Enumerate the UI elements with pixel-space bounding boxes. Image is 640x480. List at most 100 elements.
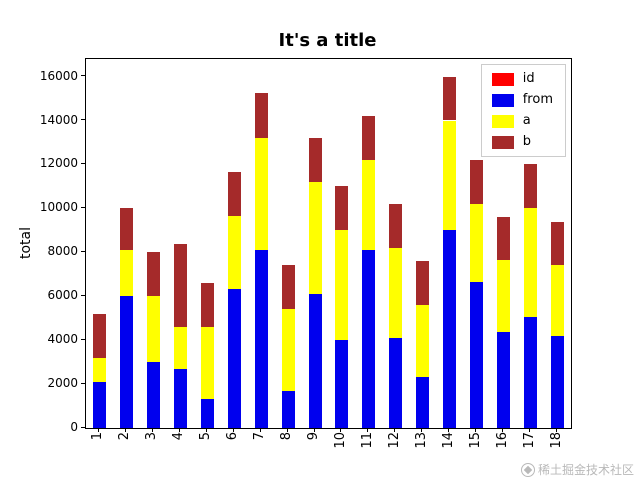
bar-segment-from <box>227 288 241 428</box>
y-tick-mark <box>81 426 85 428</box>
bar-segment-a <box>524 208 538 318</box>
x-tick-mark <box>448 428 450 432</box>
legend-item-b: b <box>491 134 553 149</box>
bar-segment-b <box>92 313 106 358</box>
bar-segment-b <box>443 76 457 121</box>
legend-label: from <box>522 92 553 107</box>
bar-segment-from <box>119 296 133 428</box>
legend-item-id: id <box>491 72 553 86</box>
x-tick-label: 12 <box>386 432 402 449</box>
y-tick-mark <box>81 338 85 340</box>
bar-segment-from <box>551 335 565 428</box>
y-tick-label: 8000 <box>47 244 78 259</box>
bar-segment-b <box>173 243 187 327</box>
y-tick-label: 0 <box>70 420 78 434</box>
bar-segment-a <box>362 160 376 251</box>
y-tick-label: 16000 <box>39 68 78 83</box>
y-tick-mark <box>81 250 85 252</box>
x-tick-mark <box>394 428 396 432</box>
bar-segment-b <box>308 138 322 182</box>
bar-segment-from <box>281 390 295 428</box>
x-tick-mark <box>124 428 126 432</box>
legend-item-from: from <box>491 92 553 107</box>
legend: id from a b <box>480 64 566 157</box>
bar-segment-a <box>416 305 430 378</box>
x-tick-mark <box>367 428 369 432</box>
bar-segment-a <box>281 309 295 391</box>
bar-segment-a <box>497 259 511 333</box>
y-tick-mark <box>81 294 85 296</box>
chart-title: It's a title <box>278 30 377 51</box>
x-tick-label: 6 <box>225 432 241 441</box>
y-tick-label: 2000 <box>47 376 78 391</box>
bar-segment-from <box>146 362 160 428</box>
bar-segment-from <box>470 281 484 428</box>
x-tick-label: 4 <box>171 432 187 441</box>
x-tick-mark <box>151 428 153 432</box>
bar-segment-b <box>416 261 430 305</box>
bar-segment-from <box>443 230 457 428</box>
legend-swatch-icon <box>491 93 514 107</box>
y-tick-mark <box>81 162 85 164</box>
bar-segment-a <box>551 265 565 336</box>
y-tick-label: 12000 <box>39 156 78 171</box>
x-tick-mark <box>340 428 342 432</box>
legend-label: a <box>522 113 531 128</box>
legend-swatch-icon <box>491 135 514 149</box>
y-tick-mark <box>81 206 85 208</box>
x-tick-label: 11 <box>359 432 375 449</box>
bar-segment-from <box>524 317 538 428</box>
legend-item-a: a <box>491 113 553 128</box>
y-tick-label: 14000 <box>39 112 78 127</box>
bar-segment-b <box>281 265 295 310</box>
bar-segment-from <box>308 294 322 428</box>
x-tick-label: 16 <box>494 432 510 449</box>
bar-segment-a <box>227 216 241 289</box>
bar-segment-from <box>389 337 403 428</box>
bar-segment-a <box>335 230 349 341</box>
bar-segment-b <box>389 203 403 248</box>
x-tick-mark <box>205 428 207 432</box>
bar-segment-a <box>443 120 457 231</box>
x-tick-label: 10 <box>332 432 348 449</box>
bar-segment-from <box>173 368 187 428</box>
bar-segment-b <box>362 116 376 161</box>
watermark-text: 稀土掘金技术社区 <box>537 463 634 477</box>
bar-segment-b <box>524 164 538 209</box>
x-tick-label: 8 <box>279 432 295 441</box>
legend-swatch-icon <box>491 72 514 86</box>
y-tick-label: 10000 <box>39 200 78 215</box>
bar-segment-a <box>119 250 133 297</box>
x-tick-mark <box>475 428 477 432</box>
bar-segment-b <box>551 221 565 266</box>
bar-segment-a <box>470 203 484 282</box>
bar-segment-a <box>92 357 106 382</box>
bar-segment-a <box>308 182 322 295</box>
bar-segment-a <box>254 138 268 251</box>
y-tick-label: 4000 <box>47 332 78 347</box>
x-tick-mark <box>313 428 315 432</box>
watermark-logo-icon <box>520 462 535 477</box>
watermark: 稀土掘金技术社区 <box>520 461 634 478</box>
x-tick-mark <box>421 428 423 432</box>
x-tick-label: 2 <box>117 432 133 441</box>
y-tick-mark <box>81 382 85 384</box>
legend-label: b <box>522 134 531 149</box>
x-tick-mark <box>232 428 234 432</box>
x-tick-label: 5 <box>198 432 214 441</box>
y-tick-label: 6000 <box>47 288 78 303</box>
x-tick-label: 9 <box>306 432 322 441</box>
bar-segment-from <box>497 332 511 428</box>
bar-segment-from <box>335 340 349 428</box>
x-tick-label: 3 <box>144 432 160 441</box>
bar-segment-b <box>146 252 160 297</box>
y-tick-mark <box>81 119 85 120</box>
x-tick-mark <box>529 428 531 432</box>
x-tick-mark <box>502 428 504 432</box>
x-tick-label: 15 <box>467 432 483 449</box>
x-tick-label: 13 <box>413 432 429 449</box>
x-tick-mark <box>178 428 180 432</box>
bar-segment-b <box>254 93 268 139</box>
bar-segment-b <box>227 172 241 217</box>
